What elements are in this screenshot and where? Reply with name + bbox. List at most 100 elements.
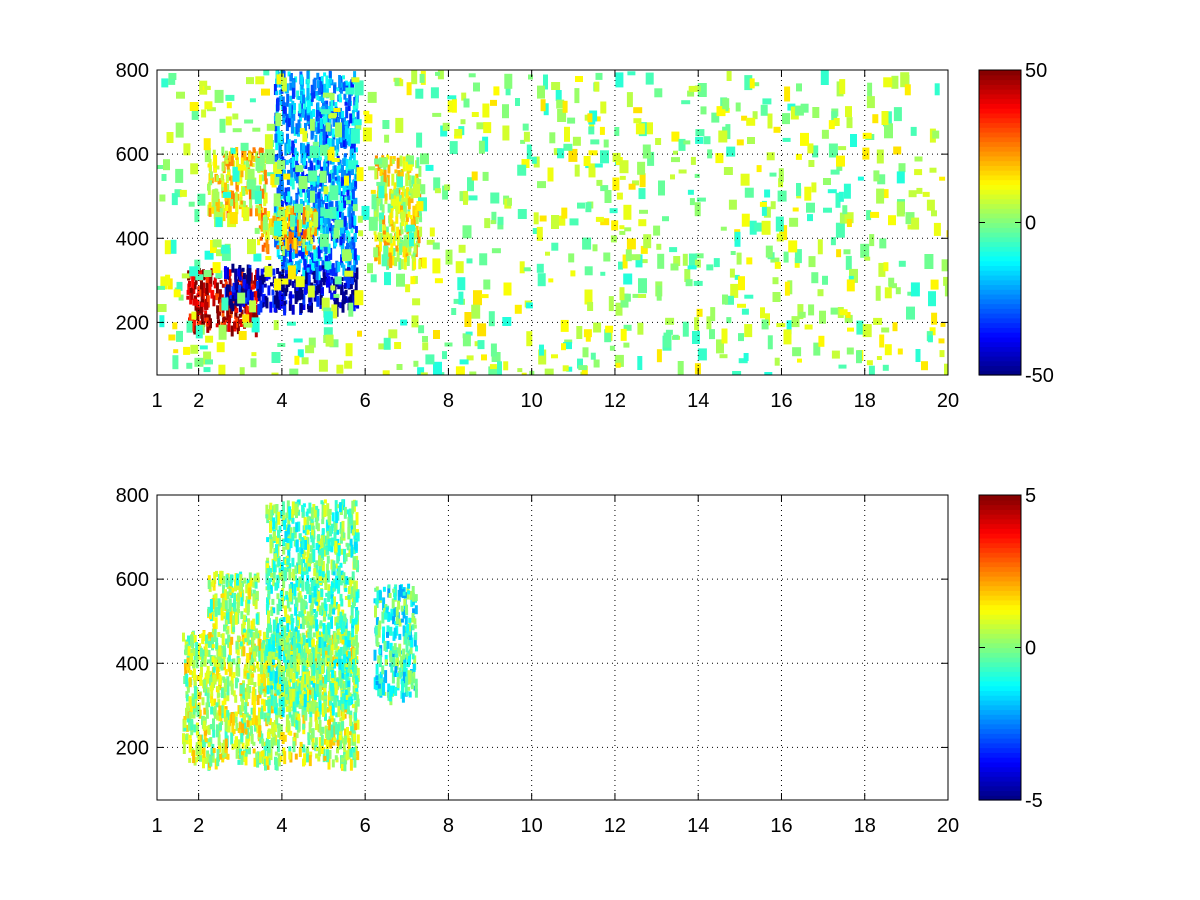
heatmap-cell: [346, 243, 349, 249]
heatmap-cell: [272, 670, 276, 684]
heatmap-cell: [171, 193, 178, 206]
heatmap-cell: [557, 109, 567, 122]
heatmap-cell: [382, 120, 390, 129]
heatmap-cell: [204, 302, 208, 311]
heatmap-cell: [331, 263, 335, 277]
heatmap-cell: [315, 560, 319, 568]
heatmap-cell: [236, 157, 239, 169]
heatmap-cell: [421, 257, 427, 269]
heatmap-cell: [327, 584, 331, 597]
heatmap-cell: [329, 170, 333, 179]
heatmap-cell: [265, 149, 275, 165]
heatmap-cell: [299, 547, 303, 558]
heatmap-cell: [272, 216, 276, 223]
heatmap-cell: [276, 120, 280, 134]
heatmap-cell: [313, 77, 317, 90]
heatmap-cell: [211, 206, 215, 214]
heatmap-cell: [323, 639, 327, 648]
heatmap-cell: [203, 707, 207, 715]
heatmap-cell: [248, 715, 252, 721]
heatmap-cell: [311, 615, 315, 623]
heatmap-cell: [227, 319, 231, 332]
heatmap-cell: [401, 221, 405, 227]
heatmap-cell: [314, 710, 318, 722]
heatmap-cell: [228, 151, 232, 162]
heatmap-cell: [345, 87, 355, 95]
heatmap-cell: [232, 128, 242, 133]
heatmap-cell: [319, 560, 322, 572]
heatmap-cell: [383, 169, 387, 183]
heatmap-cell: [784, 281, 790, 296]
heatmap-cell: [517, 209, 527, 219]
heatmap-cell: [665, 317, 675, 325]
heatmap-cell: [206, 687, 210, 699]
heatmap-cell: [343, 117, 346, 126]
heatmap-cell: [265, 669, 269, 679]
heatmap-cell: [306, 244, 313, 251]
heatmap-cell: [287, 629, 291, 638]
colorbar: 500-50: [978, 60, 1054, 387]
heatmap-cell: [930, 279, 939, 290]
heatmap-cell: [344, 289, 348, 295]
heatmap-cell: [482, 171, 489, 181]
heatmap-cell: [221, 179, 225, 188]
heatmap-cell: [299, 117, 302, 122]
heatmap-cell: [211, 656, 215, 663]
heatmap-cell: [216, 198, 220, 209]
heatmap-cell: [308, 238, 312, 249]
heatmap-cell: [339, 209, 342, 218]
heatmap-cell: [397, 201, 401, 213]
heatmap-cell: [319, 247, 323, 254]
heatmap-cell: [322, 100, 325, 106]
heatmap-cell: [315, 261, 319, 267]
heatmap-cell: [326, 708, 330, 713]
heatmap-cell: [697, 83, 707, 97]
heatmap-cell: [770, 201, 776, 210]
heatmap-cell: [247, 281, 251, 293]
heatmap-cell: [914, 169, 923, 176]
heatmap-cell: [184, 645, 188, 656]
colorbar-segment: [979, 274, 1021, 281]
heatmap-cell: [392, 156, 396, 161]
heatmap-cell: [346, 656, 350, 665]
colorbar-segment: [979, 332, 1021, 338]
heatmap-cell: [268, 218, 272, 229]
heatmap-cell: [293, 338, 303, 343]
heatmap-cell: [321, 703, 325, 716]
heatmap-cell: [273, 504, 277, 514]
heatmap-cell: [497, 222, 504, 230]
heatmap-cell: [726, 317, 732, 324]
colorbar-tick-label: 50: [1025, 60, 1047, 82]
heatmap-cell: [343, 169, 347, 177]
heatmap-cell: [331, 128, 335, 138]
heatmap-cell: [572, 136, 581, 146]
heatmap-cell: [547, 167, 554, 182]
heatmap-cell: [938, 338, 945, 344]
heatmap-cell: [274, 133, 278, 143]
heatmap-cell: [609, 345, 615, 351]
heatmap-cell: [349, 241, 353, 251]
heatmap-cell: [318, 359, 328, 372]
heatmap-cell: [820, 70, 829, 85]
heatmap-cell: [896, 171, 905, 184]
heatmap-cell: [413, 229, 417, 239]
heatmap-cell: [298, 747, 302, 757]
axes-frame: [156, 69, 949, 376]
heatmap-cell: [390, 193, 394, 204]
heatmap-cell: [561, 343, 566, 351]
heatmap-cell: [396, 226, 400, 240]
heatmap-cell: [203, 138, 211, 151]
heatmap-cell: [831, 111, 838, 123]
heatmap-cell: [226, 102, 232, 109]
heatmap-cell: [228, 315, 232, 324]
heatmap-cell: [302, 130, 308, 142]
heatmap-cell: [391, 225, 395, 231]
heatmap-cell: [212, 674, 216, 683]
heatmap-cell: [356, 734, 360, 744]
heatmap-cell: [210, 747, 214, 756]
heatmap-cell: [281, 680, 285, 693]
heatmap-cell: [242, 689, 246, 700]
heatmap-cell: [226, 676, 230, 686]
heatmap-cell: [418, 325, 425, 334]
